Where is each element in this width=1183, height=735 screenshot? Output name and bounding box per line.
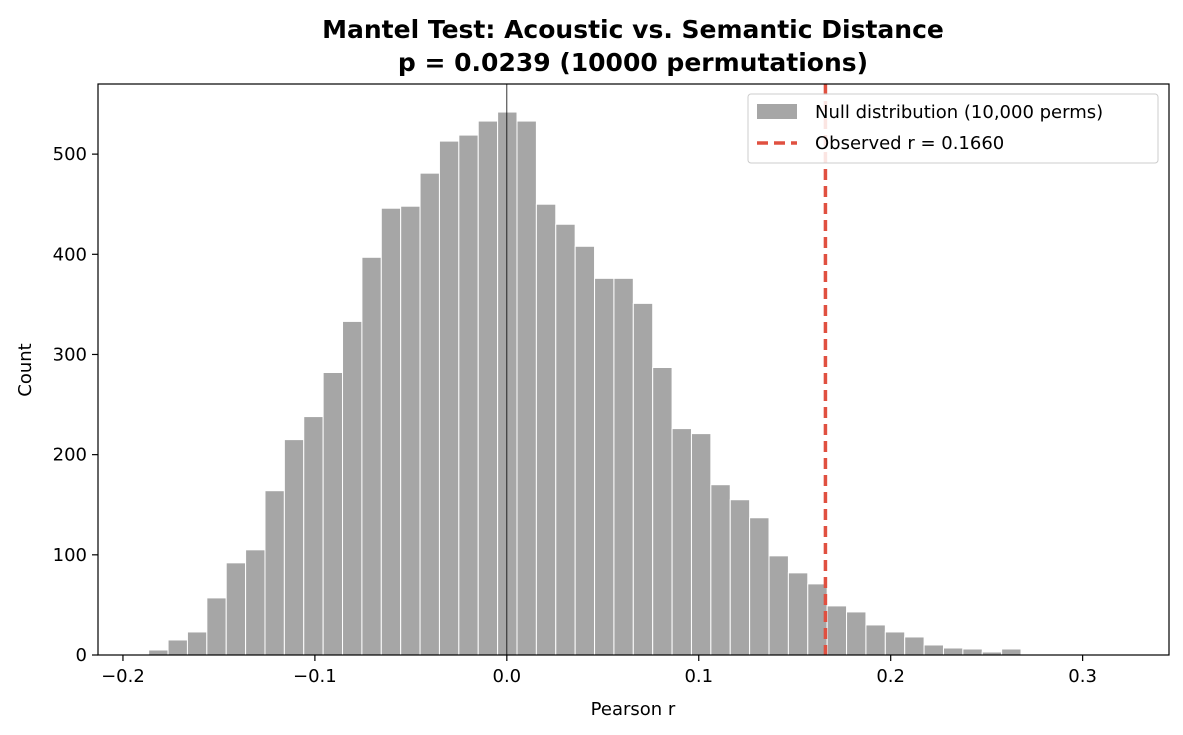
y-axis-label: Count [15, 343, 36, 396]
chart-title: Mantel Test: Acoustic vs. Semantic Dista… [322, 15, 944, 44]
x-tick-label: 0.1 [684, 666, 713, 687]
legend-swatch-histogram [757, 104, 797, 119]
histogram-bar [846, 611, 867, 656]
histogram-bar [632, 302, 654, 656]
histogram-bar [535, 203, 557, 656]
histogram-bar [962, 648, 983, 656]
histogram-bar [710, 484, 731, 656]
histogram-bar [458, 134, 479, 656]
histogram-bar [283, 439, 305, 656]
y-tick-label: 0 [76, 645, 87, 666]
histogram-bar [497, 111, 518, 656]
histogram-bar [477, 120, 499, 656]
legend: Null distribution (10,000 perms) Observe… [747, 93, 1159, 164]
histogram-bar [749, 517, 770, 656]
histogram-bar [594, 277, 615, 656]
histogram-bar [904, 636, 925, 656]
y-tick-label: 200 [53, 445, 87, 466]
histogram-bar [361, 256, 382, 656]
histogram-bar [787, 572, 809, 656]
legend-label-histogram: Null distribution (10,000 perms) [815, 102, 1103, 123]
histogram-bar [690, 433, 712, 656]
histogram-bar [1001, 648, 1022, 656]
histogram-bar [671, 428, 692, 656]
plot-area [148, 84, 1138, 656]
histogram-bar [613, 277, 634, 656]
histogram-bar [555, 223, 576, 656]
legend-label-observed: Observed r = 0.1660 [815, 133, 1004, 154]
histogram-bar [225, 562, 247, 656]
histogram-bar [942, 647, 964, 656]
y-tick-label: 500 [53, 144, 87, 165]
histogram-bar [380, 207, 402, 656]
x-tick-label: −0.1 [293, 666, 337, 687]
legend-box [747, 93, 1159, 164]
histogram-bar [245, 549, 266, 656]
histogram-bar [148, 649, 169, 656]
histogram-bar [322, 372, 344, 656]
histogram-bar [826, 605, 848, 656]
histogram-bar [438, 140, 460, 656]
x-tick-label: 0.2 [876, 666, 905, 687]
axes: −0.2 −0.1 0.0 0.1 0.2 0.3 0 100 200 300 400 500 [53, 83, 1170, 687]
histogram-bar [574, 245, 596, 656]
y-tick-label: 400 [53, 244, 87, 265]
histogram-bar [400, 205, 421, 656]
y-tick-label: 100 [53, 545, 87, 566]
histogram-bar [865, 624, 886, 656]
histogram-bar [419, 172, 440, 656]
x-tick-label: 0.3 [1068, 666, 1097, 687]
histogram-bar [206, 597, 227, 656]
x-tick-label: −0.2 [101, 666, 145, 687]
histogram-bar [303, 416, 324, 656]
histogram-bar [167, 639, 188, 656]
histogram-bar [884, 631, 906, 656]
histogram-bar [923, 644, 944, 656]
plot-frame [97, 83, 1170, 656]
x-axis-label: Pearson r [591, 699, 676, 720]
histogram-bar [186, 631, 208, 656]
chart-subtitle: p = 0.0239 (10000 permutations) [398, 48, 868, 77]
histogram-bar [729, 499, 751, 656]
y-tick-label: 300 [53, 344, 87, 365]
histogram-bar [652, 367, 673, 656]
histogram-bar [342, 320, 363, 656]
histogram-bar [768, 555, 789, 656]
histogram-bar [516, 120, 537, 656]
x-tick-label: 0.0 [493, 666, 522, 687]
histogram-bar [264, 490, 285, 656]
